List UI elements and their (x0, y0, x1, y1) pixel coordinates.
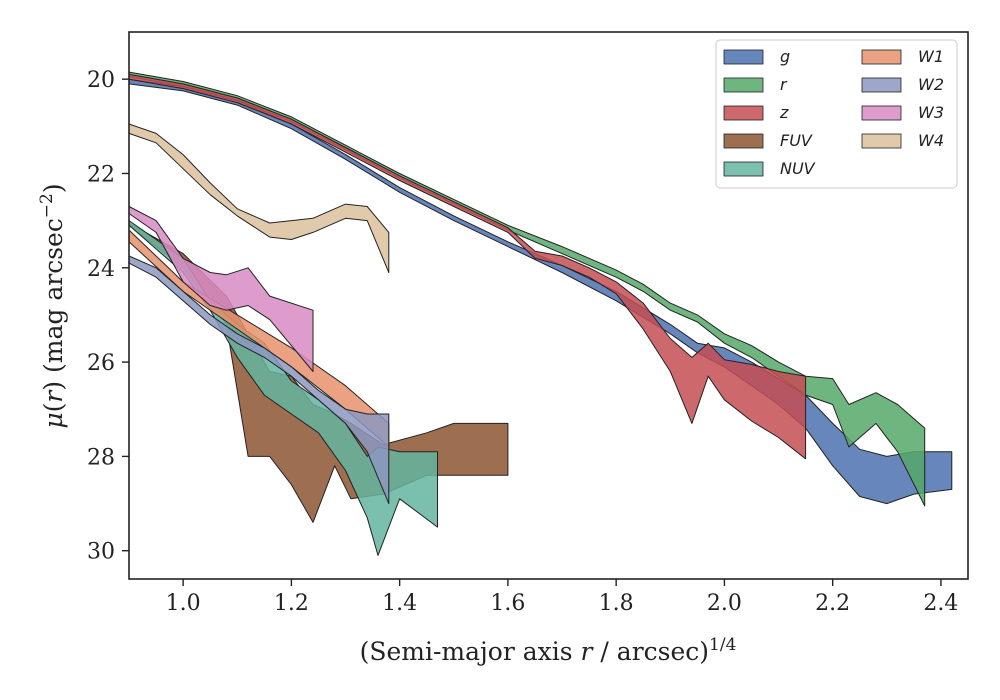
series-band-z (128, 73, 807, 460)
legend-swatch-fuv (723, 133, 764, 149)
y-tick-label: 30 (87, 540, 115, 565)
legend-label-nuv: NUV (780, 159, 816, 178)
legend-swatch-r (723, 77, 764, 93)
legend-swatch-nuv (723, 161, 764, 177)
x-tick-label: 2.2 (815, 591, 850, 616)
legend-label-g: g (780, 47, 790, 66)
x-tick-label: 1.2 (274, 591, 309, 616)
legend: grz FUV NUV W1 W2 W3 W4 (715, 39, 958, 189)
y-tick-label: 28 (87, 445, 115, 470)
x-tick-label: 2.0 (707, 591, 742, 616)
legend-label-w4: W4 (918, 131, 944, 150)
x-axis-label: (Semi-major axis r / arcsec)1/4 (360, 635, 737, 666)
x-tick-label: 2.4 (923, 591, 958, 616)
legend-label-r: r (780, 75, 788, 94)
series-layer (128, 71, 953, 556)
series-band-w4 (128, 123, 390, 273)
series-band-g (128, 78, 953, 505)
legend-label-w2: W2 (918, 75, 944, 94)
y-axis: 20 22 24 26 28 30 (87, 68, 129, 565)
legend-swatch-w1 (861, 49, 902, 65)
legend-label-fuv: FUV (780, 131, 813, 150)
legend-swatch-g (723, 49, 764, 65)
legend-box (715, 39, 958, 189)
legend-label-w1: W1 (918, 47, 944, 66)
y-axis-label: μ(r) (mag arcsec−2) (37, 183, 68, 428)
legend-swatch-w3 (861, 105, 902, 121)
series-band-w3 (128, 206, 314, 372)
series-band-w2 (128, 255, 390, 505)
y-tick-label: 26 (87, 351, 115, 376)
x-axis: 1.0 1.2 1.4 1.6 1.8 2.0 2.2 2.4 (166, 579, 958, 616)
legend-swatch-w4 (861, 133, 902, 149)
plot-frame (128, 31, 969, 580)
legend-swatch-w2 (861, 77, 902, 93)
series-band-nuv (128, 220, 438, 556)
y-tick-label: 20 (87, 68, 115, 93)
legend-label-z: z (779, 103, 789, 122)
x-tick-label: 1.0 (166, 591, 201, 616)
x-tick-label: 1.4 (382, 591, 417, 616)
x-tick-label: 1.6 (490, 591, 525, 616)
y-tick-label: 24 (87, 257, 115, 282)
legend-label-w3: W3 (918, 103, 944, 122)
x-tick-label: 1.8 (599, 591, 634, 616)
y-tick-label: 22 (87, 162, 115, 187)
legend-swatch-z (723, 105, 764, 121)
